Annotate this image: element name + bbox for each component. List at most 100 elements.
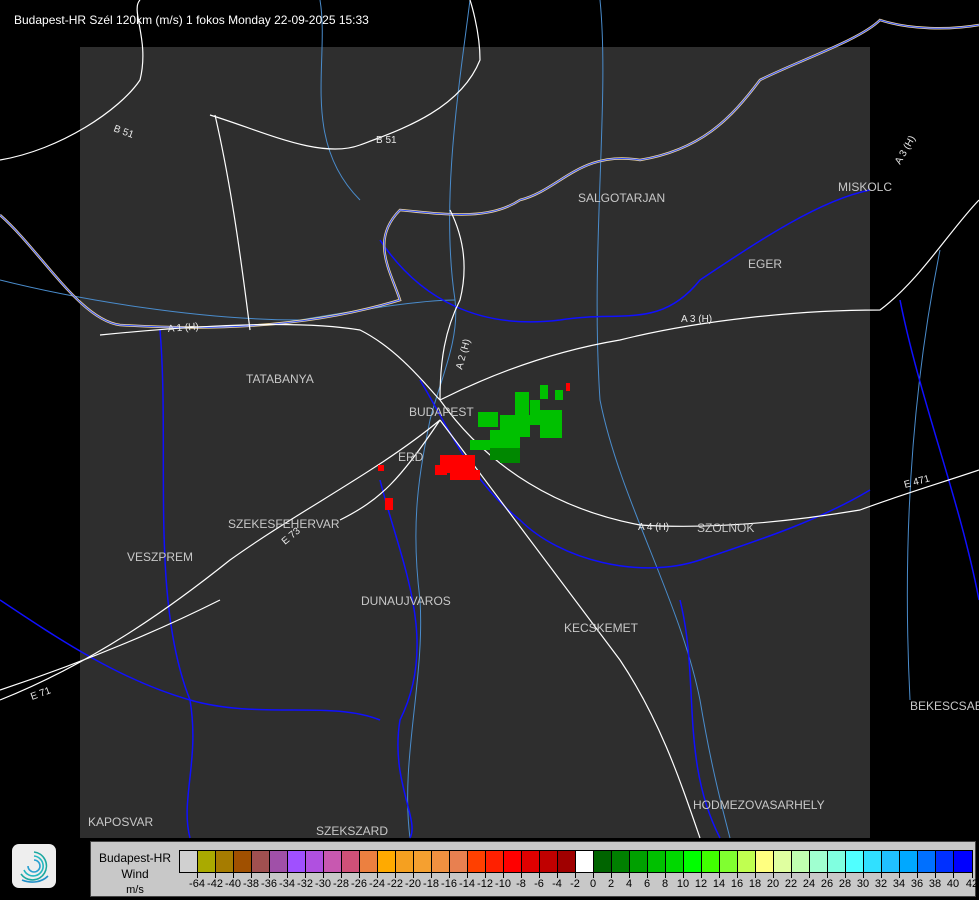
legend-tick-label: 8 [661,878,669,890]
legend-swatch: 34 [882,851,905,890]
legend-tick [719,872,720,878]
city-label: TATABANYA [246,372,314,386]
legend-tick-label: 0 [589,878,597,890]
legend-tick-label: 6 [643,878,651,890]
legend-tick [377,872,378,878]
road-label: A 3 (H) [681,314,712,325]
legend-tick [881,872,882,878]
legend-tick-label: -24 [369,878,385,890]
legend-tick-label: 24 [802,878,816,890]
legend-swatch: 18 [738,851,761,890]
city-label: HODMEZOVASARHELY [693,798,825,812]
legend-swatch: 24 [792,851,815,890]
legend-tick-label: -2 [570,878,580,890]
legend-swatch: -38 [234,851,259,890]
legend-tick [215,872,216,878]
legend-swatch: 28 [828,851,851,890]
legend-tick [683,872,684,878]
legend-tick-label: 40 [946,878,960,890]
legend-tick [305,872,306,878]
city-label: DUNAUJVAROS [361,594,451,608]
legend-swatch: 6 [630,851,650,890]
legend-tick-label: 12 [694,878,708,890]
legend-swatch: 22 [774,851,797,890]
legend-swatch: 40 [936,851,959,890]
legend-swatch: -28 [324,851,349,890]
legend-tick [449,872,450,878]
legend-tick-label: -34 [279,878,295,890]
legend-tick [863,872,864,878]
legend-swatch: -18 [414,851,439,890]
legend-tick-label: -30 [315,878,331,890]
legend-swatch: 38 [918,851,941,890]
legend-swatch: 32 [864,851,887,890]
swirl-logo-icon [12,844,56,888]
city-label: EGER [748,257,782,271]
legend-swatch: 12 [684,851,707,890]
road-label: A 3 (H) [893,134,918,166]
color-legend: Budapest-HR Wind m/s -64 -42 -40 -38 -36 -34-… [90,841,978,897]
legend-swatch: -6 [522,851,544,890]
legend-radar-name: Budapest-HR [98,851,172,865]
legend-tick-label: 10 [676,878,690,890]
legend-tick-label: -14 [459,878,475,890]
legend-swatch: -40 [216,851,241,890]
legend-tick-label: -4 [552,878,562,890]
road-label: B 51 [376,135,397,146]
legend-swatch: 16 [720,851,743,890]
legend-swatch: 8 [648,851,668,890]
city-label: SZOLNOK [697,521,754,535]
legend-swatch: -24 [360,851,385,890]
legend-tick [395,872,396,878]
legend-swatch: 10 [666,851,689,890]
legend-tick-label: -40 [225,878,241,890]
legend-tick [972,872,973,878]
legend-tick [485,872,486,878]
legend-tick-label: 28 [838,878,852,890]
city-label: KAPOSVAR [88,815,153,829]
legend-tick-label: 22 [784,878,798,890]
roads [0,0,979,839]
legend-tick-label: -32 [297,878,313,890]
legend-tick [575,872,576,878]
legend-tick-label: -38 [243,878,259,890]
city-label: SZEKESFEHERVAR [228,517,340,531]
legend-tick [287,872,288,878]
legend-tick [791,872,792,878]
legend-tick [323,872,324,878]
legend-tick [701,872,702,878]
map-title: Budapest-HR Szél 120km (m/s) 1 fokos Mon… [14,13,369,27]
legend-tick [431,872,432,878]
legend-tick-label: 42 [965,878,979,890]
legend-tick [665,872,666,878]
legend-quantity: Wind [121,867,149,881]
legend-swatch: 20 [756,851,779,890]
legend-tick-label: 20 [766,878,780,890]
legend-tick [611,872,612,878]
radar-echoes [378,383,570,510]
legend-tick [539,872,540,878]
legend-swatch: -20 [396,851,421,890]
legend-tick-label: 18 [748,878,762,890]
legend-tick [737,872,738,878]
legend-swatch: -14 [450,851,475,890]
legend-tick [845,872,846,878]
legend-tick [629,872,630,878]
legend-tick-label: 30 [856,878,870,890]
legend-tick-label: 26 [820,878,834,890]
legend-tick [197,872,198,878]
legend-tick-label: -22 [387,878,403,890]
legend-swatch: 42 [954,851,978,890]
city-label: BUDAPEST [409,405,474,419]
legend-tick-label: -16 [441,878,457,890]
legend-swatch: 26 [810,851,833,890]
legend-tick-label: -18 [423,878,439,890]
legend-tick [593,872,594,878]
road-label: E 71 [29,685,53,703]
legend-swatch: 30 [846,851,869,890]
legend-tick-label: 14 [712,878,726,890]
legend-swatch: -36 [252,851,277,890]
city-labels: TATABANYA BUDAPEST ERD SZEKESFEHERVAR VE… [88,180,979,838]
legend-swatch: -16 [432,851,457,890]
